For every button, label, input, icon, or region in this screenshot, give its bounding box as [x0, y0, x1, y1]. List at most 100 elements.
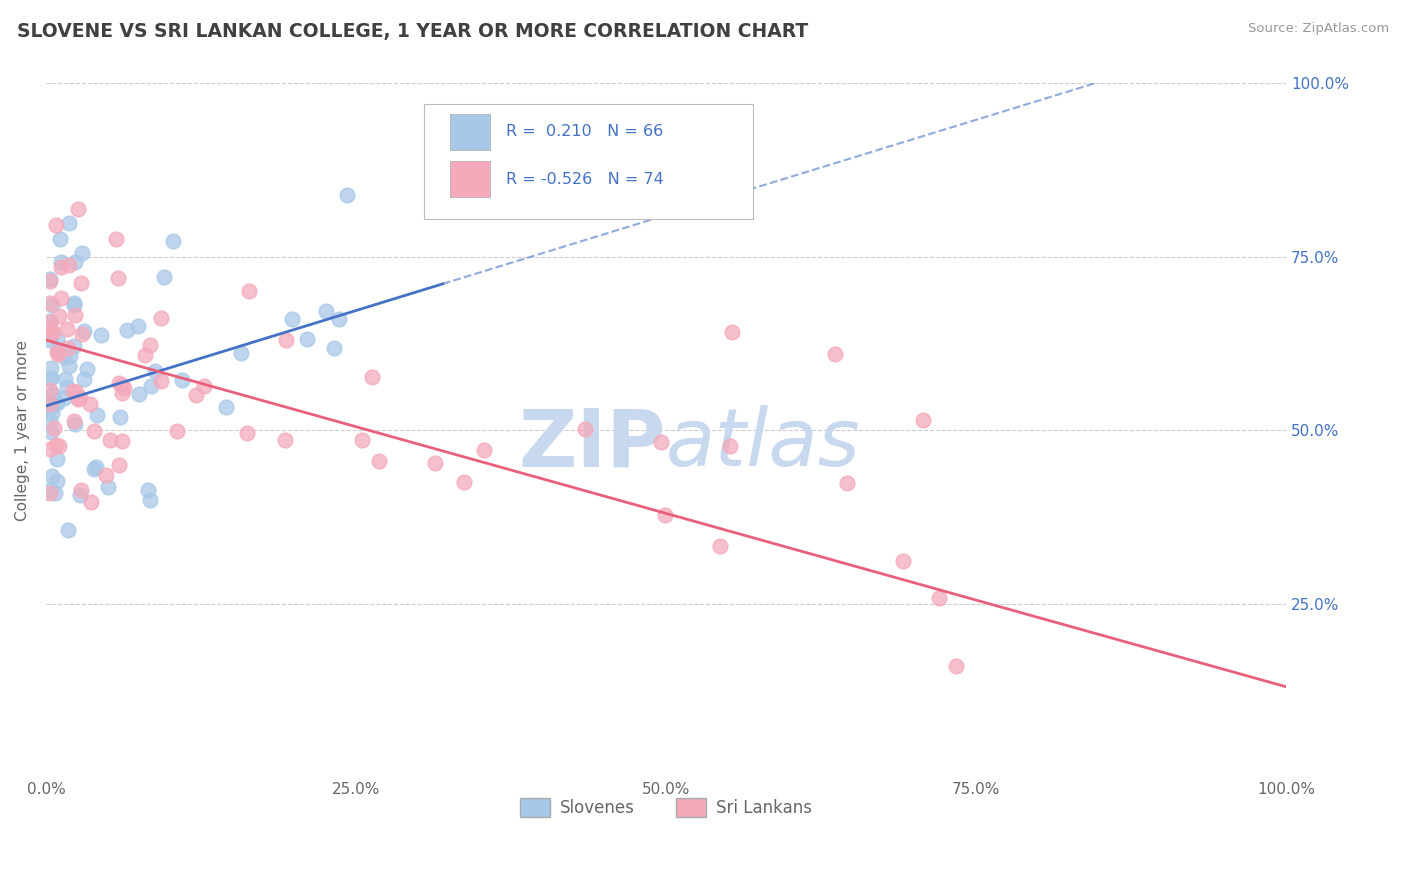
Text: atlas: atlas	[666, 405, 860, 483]
Point	[149, 311, 172, 326]
Point	[143, 364, 166, 378]
Point	[134, 348, 156, 362]
Point	[111, 385, 134, 400]
Point	[51, 260, 73, 275]
Point	[162, 234, 184, 248]
Point	[46, 343, 69, 358]
Point	[94, 468, 117, 483]
Point	[49, 232, 72, 246]
Point	[127, 319, 149, 334]
Point	[281, 311, 304, 326]
Point	[52, 350, 75, 364]
Point	[38, 371, 60, 385]
Point	[166, 424, 188, 438]
Point	[59, 349, 82, 363]
Point	[193, 379, 215, 393]
Point	[720, 326, 742, 340]
Point	[315, 304, 337, 318]
Point	[139, 337, 162, 351]
Point	[38, 414, 60, 428]
Point	[46, 346, 69, 360]
Point	[58, 258, 80, 272]
Text: Source: ZipAtlas.com: Source: ZipAtlas.com	[1249, 22, 1389, 36]
Point	[650, 435, 672, 450]
Point	[425, 456, 447, 470]
Point	[945, 659, 967, 673]
Point	[90, 327, 112, 342]
Point	[70, 276, 93, 290]
Point	[110, 409, 132, 424]
Point	[38, 483, 60, 498]
Point	[42, 388, 65, 402]
Point	[139, 493, 162, 508]
Point	[62, 384, 84, 398]
Point	[65, 254, 87, 268]
Point	[63, 309, 86, 323]
Point	[274, 433, 297, 447]
Point	[328, 312, 350, 326]
Text: ZIP: ZIP	[519, 405, 666, 483]
Point	[111, 434, 134, 448]
Point	[84, 460, 107, 475]
Point	[111, 378, 134, 392]
Point	[276, 333, 298, 347]
Point	[41, 406, 63, 420]
Point	[70, 245, 93, 260]
Point	[45, 218, 67, 232]
Point	[39, 485, 62, 500]
Point	[67, 202, 90, 216]
Point	[214, 400, 236, 414]
Point	[58, 215, 80, 229]
Point	[80, 494, 103, 508]
Point	[56, 341, 79, 355]
Point	[44, 486, 66, 500]
Point	[73, 325, 96, 339]
Text: R = -0.526   N = 74: R = -0.526 N = 74	[506, 171, 664, 186]
Point	[76, 362, 98, 376]
Point	[41, 469, 63, 483]
Point	[73, 371, 96, 385]
Point	[38, 327, 60, 342]
Point	[112, 381, 135, 395]
Point	[709, 539, 731, 553]
Point	[86, 408, 108, 422]
Point	[83, 425, 105, 439]
Point	[69, 488, 91, 502]
Point	[38, 272, 60, 286]
Point	[891, 554, 914, 568]
Point	[115, 323, 138, 337]
Point	[136, 483, 159, 497]
Text: SLOVENE VS SRI LANKAN COLLEGE, 1 YEAR OR MORE CORRELATION CHART: SLOVENE VS SRI LANKAN COLLEGE, 1 YEAR OR…	[17, 22, 808, 41]
Point	[472, 443, 495, 458]
Point	[152, 269, 174, 284]
Point	[45, 474, 67, 488]
Point	[45, 438, 67, 452]
Point	[45, 344, 67, 359]
Point	[104, 232, 127, 246]
Point	[49, 254, 72, 268]
Point	[108, 376, 131, 390]
Point	[41, 387, 63, 401]
FancyBboxPatch shape	[450, 161, 489, 197]
Point	[58, 359, 80, 374]
Point	[231, 346, 253, 360]
Legend: Slovenes, Sri Lankans: Slovenes, Sri Lankans	[513, 791, 818, 824]
Point	[38, 322, 60, 336]
Point	[38, 295, 60, 310]
Point	[128, 386, 150, 401]
Point	[149, 374, 172, 388]
Point	[48, 309, 70, 323]
Point	[39, 371, 62, 385]
Point	[928, 591, 950, 605]
Point	[107, 270, 129, 285]
Point	[69, 483, 91, 498]
Point	[63, 414, 86, 428]
Point	[352, 433, 374, 447]
Point	[79, 397, 101, 411]
Point	[368, 454, 391, 468]
Point	[108, 458, 131, 472]
Point	[83, 462, 105, 476]
Point	[53, 372, 76, 386]
Point	[41, 325, 63, 339]
Point	[236, 425, 259, 440]
